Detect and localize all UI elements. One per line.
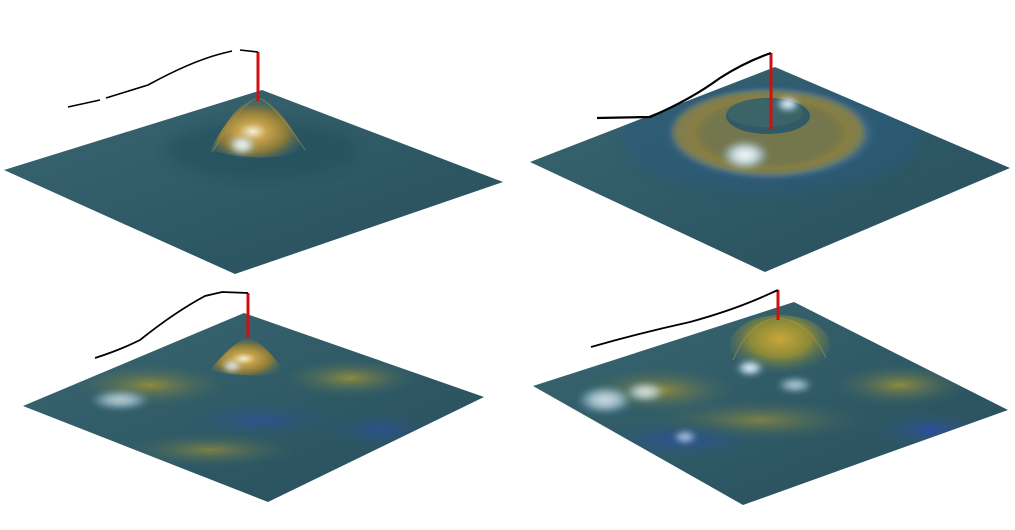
panel-bottom-left [23, 291, 484, 502]
panel-top-left [4, 49, 503, 274]
black-curve [590, 289, 779, 348]
surface-shading [70, 338, 440, 468]
panel-bottom-right [533, 289, 1008, 505]
black-curve [94, 291, 249, 359]
black-curve [596, 51, 772, 120]
surface-shading [577, 315, 990, 462]
black-curve [67, 49, 259, 108]
surface-plate [4, 90, 503, 274]
panel-top-right [530, 51, 1010, 272]
surface-shading [167, 99, 357, 178]
surface-shading [620, 83, 920, 193]
